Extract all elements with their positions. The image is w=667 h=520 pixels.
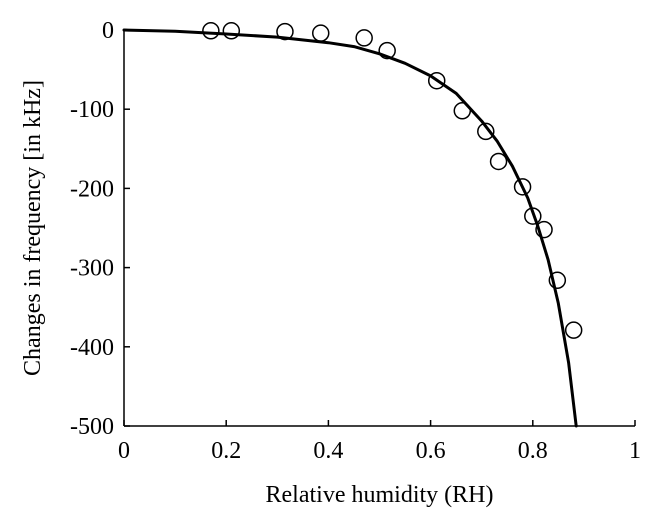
data-point [453, 102, 472, 120]
x-axis-title: Relative humidity (RH) [266, 482, 494, 508]
y-tick-label: 0 [102, 18, 114, 44]
x-tick-label: 0 [118, 438, 130, 464]
data-point [489, 152, 508, 171]
x-tick-label: 0.8 [518, 438, 548, 464]
data-point [564, 321, 583, 339]
series-layer [122, 22, 583, 428]
data-point [222, 22, 241, 40]
data-point [276, 22, 294, 41]
y-tick-label: -300 [70, 256, 114, 282]
data-point [548, 271, 567, 290]
data-point [378, 41, 396, 60]
y-tick-label: -100 [70, 97, 114, 123]
data-point [513, 178, 532, 196]
data-point [477, 122, 495, 141]
y-axis-title: Changes in frequency [in kHz] [20, 80, 46, 376]
y-tick-label: -400 [70, 335, 114, 361]
data-point [202, 22, 220, 40]
x-tick-label: 1 [629, 438, 641, 464]
fit-curve-line [122, 28, 578, 428]
data-point [311, 24, 330, 42]
plot-area [123, 30, 635, 427]
y-tick-label: -200 [70, 176, 114, 202]
data-point [427, 71, 446, 90]
data-point [524, 207, 542, 225]
y-axis-ticks: 0 -100 -200 -300 -400 -500 [70, 18, 130, 440]
data-point [355, 29, 373, 47]
data-point [535, 220, 553, 239]
y-tick-label: -500 [70, 414, 114, 440]
x-tick-label: 0.6 [416, 438, 446, 464]
x-tick-label: 0.4 [313, 438, 343, 464]
x-tick-label: 0.2 [211, 438, 241, 464]
x-axis-ticks: 0 0.2 0.4 0.6 0.8 1 [118, 420, 641, 464]
